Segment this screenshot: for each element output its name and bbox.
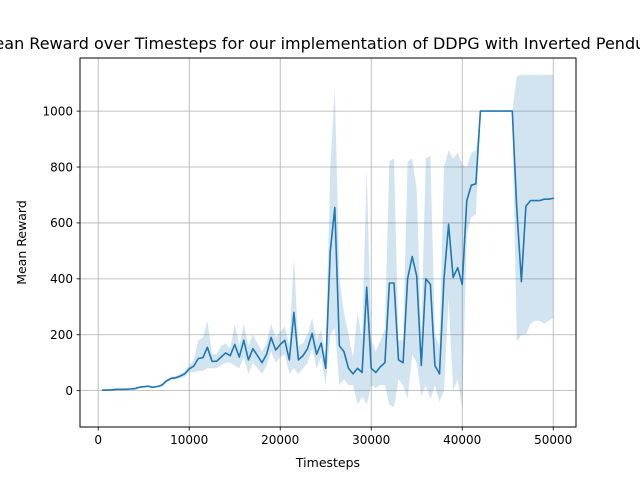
y-tick-label: 200 bbox=[50, 328, 73, 342]
x-tick-label: 10000 bbox=[170, 433, 208, 447]
mean-reward-line bbox=[102, 110, 555, 391]
plot-frame bbox=[79, 57, 577, 428]
chart-title: Mean Reward over Timesteps for our imple… bbox=[0, 34, 640, 53]
mean-line-layer bbox=[102, 110, 555, 391]
y-tick-label: 1000 bbox=[42, 104, 73, 118]
y-axis-label: Mean Reward bbox=[14, 200, 29, 285]
x-axis-label: Timesteps bbox=[295, 455, 360, 470]
x-tick-label: 30000 bbox=[352, 433, 390, 447]
std-band-layer bbox=[102, 74, 554, 408]
y-tick-label: 600 bbox=[50, 216, 73, 230]
grid bbox=[80, 58, 576, 427]
y-tick-label: 800 bbox=[50, 160, 73, 174]
std-band bbox=[102, 74, 554, 408]
x-tick-label: 0 bbox=[94, 433, 102, 447]
ticks: 0 10000 20000 30000 40000 50000 0 200 400 600 800 1… bbox=[42, 104, 572, 447]
y-tick-label: 400 bbox=[50, 272, 73, 286]
x-tick-label: 50000 bbox=[534, 433, 572, 447]
x-tick-label: 20000 bbox=[261, 433, 299, 447]
x-tick-label: 40000 bbox=[443, 433, 481, 447]
y-tick-label: 0 bbox=[65, 384, 73, 398]
